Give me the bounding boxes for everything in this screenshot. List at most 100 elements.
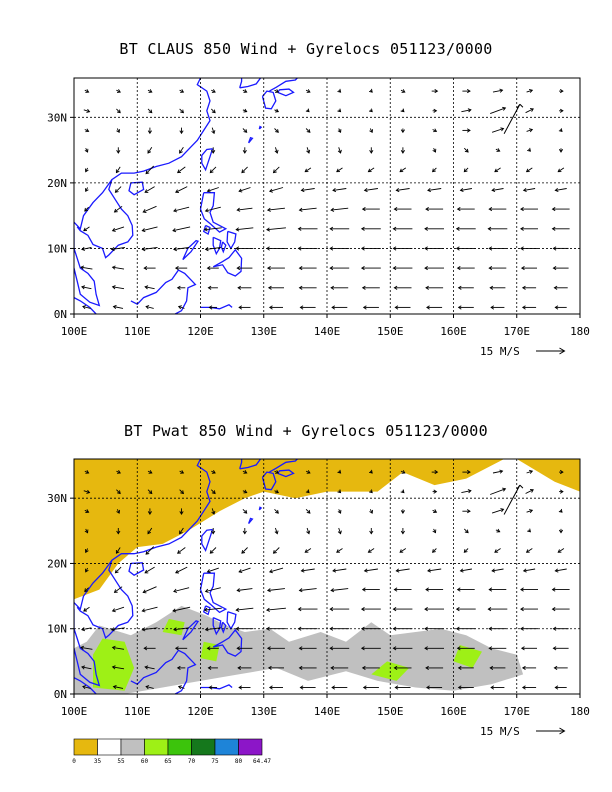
wind-vector-head	[552, 246, 557, 251]
wind-vector	[268, 305, 283, 310]
wind-vector	[400, 470, 406, 474]
coastline-segment	[182, 239, 200, 261]
wind-vector	[266, 588, 285, 593]
wind-vector	[141, 247, 158, 252]
wind-vector-shaft	[147, 489, 153, 494]
wind-vector-head	[272, 169, 277, 174]
wind-vector	[179, 470, 185, 474]
wind-vector-shaft	[115, 186, 122, 193]
wind-vector	[238, 685, 251, 690]
wind-vector-head	[147, 530, 152, 535]
wind-vector	[456, 646, 475, 651]
wind-vector	[203, 227, 222, 232]
wind-vector-head	[490, 305, 495, 310]
wind-vector	[206, 266, 219, 271]
wind-vector-head	[274, 530, 279, 535]
wind-vector	[400, 128, 405, 134]
wind-vector	[425, 285, 444, 290]
wind-vector	[143, 646, 156, 651]
wind-vector-head	[176, 285, 181, 290]
wind-vector	[554, 305, 567, 310]
wind-vector	[329, 226, 350, 231]
wind-vector	[337, 88, 342, 93]
wind-vector-head	[427, 568, 431, 573]
wind-vector-head	[275, 89, 280, 93]
colorbar-label: 55	[117, 758, 125, 765]
wind-vector-head	[392, 226, 397, 231]
wind-vector-head	[491, 187, 496, 193]
x-tick-label: 170E	[504, 705, 531, 718]
wind-vector-head	[426, 685, 430, 690]
wind-vector-shaft	[145, 306, 154, 309]
wind-vector-shaft	[112, 226, 125, 232]
wind-vector	[431, 469, 439, 475]
wind-vector	[206, 187, 219, 193]
wind-vector-head	[329, 266, 334, 271]
wind-vector-head	[424, 626, 428, 631]
wind-vector-head	[242, 150, 247, 154]
wind-vector-head	[529, 488, 534, 493]
wind-vector-head	[173, 208, 178, 213]
wind-vector-shaft	[142, 226, 158, 232]
wind-vector	[211, 528, 216, 535]
wind-vector	[306, 147, 311, 154]
wind-vector-head	[173, 627, 177, 632]
wind-vector	[393, 285, 412, 290]
wind-vector-shaft	[175, 566, 188, 574]
wind-vector	[553, 665, 568, 670]
wind-vector	[425, 665, 444, 670]
wind-vector-head	[424, 607, 428, 612]
wind-vector	[558, 508, 563, 513]
wind-vector-head	[488, 207, 493, 212]
wind-vector-head	[520, 226, 524, 231]
wind-vector	[84, 128, 90, 133]
wind-vector	[110, 246, 125, 252]
wind-vector	[144, 186, 155, 193]
wind-vector-head	[500, 508, 505, 513]
wind-vector-head	[360, 646, 365, 651]
wind-vector	[337, 108, 342, 113]
wind-vector-shaft	[210, 108, 216, 114]
reference-vector: 15 M/S	[480, 725, 566, 738]
wind-vector-shaft	[177, 166, 186, 173]
wind-vector-shaft	[173, 587, 190, 592]
wind-vector	[176, 665, 186, 670]
wind-vector-head	[457, 685, 462, 690]
wind-vector	[235, 227, 254, 232]
wind-vector	[488, 646, 507, 651]
wind-vector-head	[84, 549, 89, 554]
wind-vector	[179, 127, 184, 135]
wind-vector	[557, 167, 565, 173]
wind-vector-head	[297, 607, 302, 612]
wind-vector-head	[425, 587, 429, 592]
wind-vector	[81, 246, 92, 251]
wind-vector	[80, 645, 93, 650]
coastline-segment	[212, 617, 222, 636]
wind-vector-head	[528, 88, 534, 93]
wind-vector	[526, 128, 534, 133]
wind-vector-shaft	[461, 490, 471, 494]
wind-vector-head	[330, 665, 335, 670]
wind-vector-head	[392, 626, 397, 631]
wind-vector-head	[466, 89, 471, 94]
wind-vector-head	[116, 150, 121, 154]
wind-vector-shaft	[305, 128, 311, 133]
wind-vector-head	[489, 665, 494, 670]
wind-vector-shaft	[492, 89, 503, 93]
wind-vector-head	[464, 529, 469, 534]
wind-vector	[142, 205, 157, 213]
wind-vector-head	[554, 187, 559, 193]
coastline-segment	[199, 192, 228, 233]
wind-vector	[332, 568, 347, 573]
wind-vector-head	[179, 149, 183, 154]
wind-vector-head	[203, 227, 208, 232]
wind-vector-shaft	[332, 188, 347, 191]
wind-vector-shaft	[142, 606, 158, 612]
wind-vector	[487, 607, 508, 612]
wind-vector	[360, 226, 381, 231]
wind-vector-head	[432, 529, 437, 534]
wind-vector-head	[528, 128, 534, 133]
x-tick-label: 150E	[377, 325, 404, 338]
wind-vector-head	[337, 469, 342, 474]
x-tick-label: 140E	[314, 325, 341, 338]
